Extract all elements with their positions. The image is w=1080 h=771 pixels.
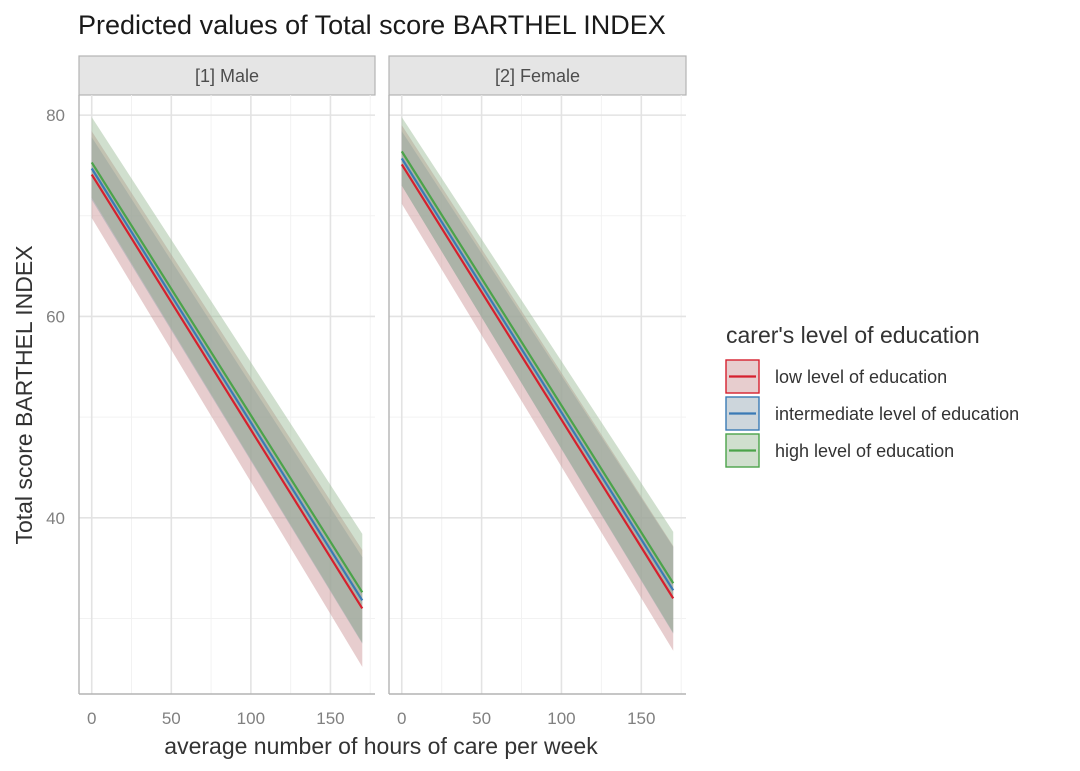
x-tick-label: 50 bbox=[472, 709, 491, 728]
facet-panel: [2] Female 0 50 100 150 bbox=[388, 55, 687, 728]
x-tick-label: 150 bbox=[316, 709, 344, 728]
series-line-intermediate bbox=[400, 157, 675, 591]
x-tick-label: 50 bbox=[162, 709, 181, 728]
confidence-band-shade bbox=[401, 125, 674, 651]
legend: carer's level of education low level of … bbox=[725, 322, 1019, 468]
x-tick-label: 0 bbox=[397, 709, 406, 728]
legend-label: low level of education bbox=[775, 367, 947, 387]
legend-item: intermediate level of education bbox=[725, 396, 1019, 431]
legend-title: carer's level of education bbox=[726, 322, 980, 348]
y-tick-label: 40 bbox=[46, 509, 65, 528]
x-tick-label: 100 bbox=[237, 709, 265, 728]
legend-item: low level of education bbox=[725, 359, 947, 394]
facet-strip-label: [1] Male bbox=[195, 66, 259, 86]
legend-item: high level of education bbox=[725, 433, 954, 468]
y-tick-label: 80 bbox=[46, 106, 65, 125]
confidence-band-shade bbox=[91, 117, 363, 643]
facet-strip bbox=[78, 55, 376, 96]
series-line-low bbox=[90, 173, 364, 610]
x-axis-title: average number of hours of care per week bbox=[164, 733, 598, 759]
confidence-band-low bbox=[91, 131, 363, 667]
series-line-high bbox=[90, 161, 364, 593]
series-line-low bbox=[400, 163, 675, 599]
facet-strip bbox=[388, 55, 687, 96]
y-axis: 40 60 80 bbox=[46, 106, 65, 528]
chart-title: Predicted values of Total score BARTHEL … bbox=[78, 10, 666, 40]
legend-label: high level of education bbox=[775, 441, 954, 461]
facet-panel: [1] Male 0 50 100 150 bbox=[78, 55, 376, 728]
panels: [1] Male 0 50 100 150 [2] Female 0 50 100 150 bbox=[78, 55, 687, 728]
confidence-band-low bbox=[401, 125, 674, 651]
y-tick-label: 60 bbox=[46, 307, 65, 326]
series-line-intermediate bbox=[90, 167, 364, 601]
y-axis-title: Total score BARTHEL INDEX bbox=[11, 245, 37, 544]
x-tick-label: 100 bbox=[547, 709, 575, 728]
series-line-high bbox=[400, 150, 675, 584]
facet-strip-label: [2] Female bbox=[495, 66, 580, 86]
confidence-band-shade bbox=[91, 131, 363, 667]
x-tick-label: 0 bbox=[87, 709, 96, 728]
confidence-band-high bbox=[91, 117, 363, 643]
x-tick-label: 150 bbox=[627, 709, 655, 728]
legend-label: intermediate level of education bbox=[775, 404, 1019, 424]
